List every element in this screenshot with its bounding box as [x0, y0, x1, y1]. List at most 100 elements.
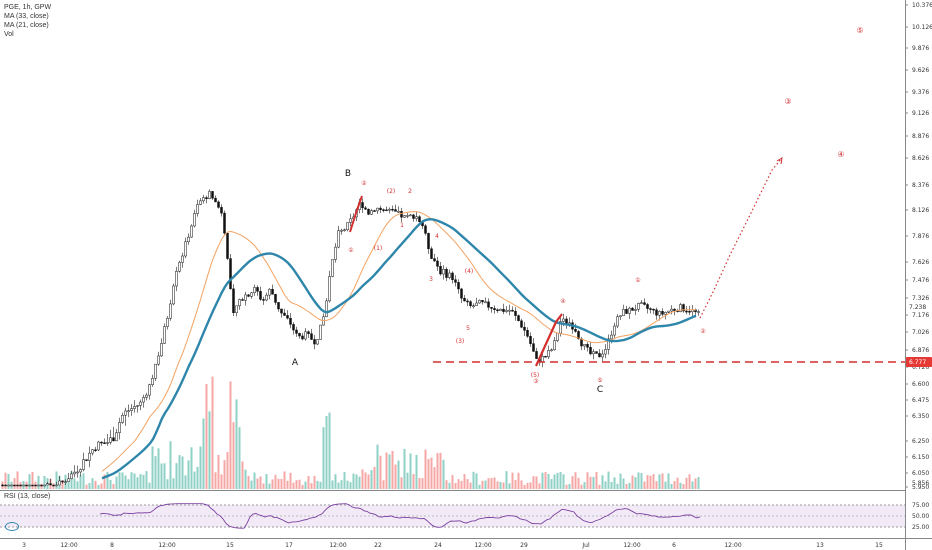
projection-path [699, 157, 783, 319]
projection-target: ⑤ [856, 26, 863, 35]
volume-bar [430, 457, 433, 489]
volume-bar [487, 478, 490, 489]
candle-body [46, 483, 49, 486]
volume-bar [694, 478, 697, 489]
candle-body [148, 384, 151, 396]
volume-bar [682, 484, 685, 489]
price-axis[interactable]: 10.376 10.126 9.876 9.626 9.376 9.126 8.876 8.6… [905, 2, 932, 531]
candle-body [58, 480, 61, 486]
volume-bar [205, 383, 208, 489]
candle-body [505, 309, 508, 312]
candle-body [10, 484, 13, 487]
volume-bar [433, 467, 436, 489]
x-tick-label: 12:00 [724, 542, 741, 549]
volume-bar [640, 473, 643, 489]
y-tick-label: 7.326 [912, 295, 929, 302]
volume-bar [397, 460, 400, 489]
candle-body [460, 288, 463, 299]
volume-bar [514, 480, 517, 489]
current-price-badge [906, 301, 932, 311]
volume-bar [553, 474, 556, 489]
volume-bar [562, 474, 565, 489]
candle-body [430, 248, 433, 259]
volume-bar [265, 474, 268, 489]
wave-label-abc: C [597, 385, 603, 395]
candle-body [94, 449, 97, 451]
volume-bar [154, 456, 157, 489]
volume-bar [478, 484, 481, 489]
x-tick-label: 12:00 [474, 542, 491, 549]
y-tick-label: 8.126 [912, 207, 929, 214]
rsi-eye-icon[interactable] [5, 522, 19, 531]
y-tick-label: 9.126 [912, 110, 929, 117]
candle-body [97, 441, 100, 451]
volume-bar [382, 480, 385, 489]
candle-body [139, 401, 142, 406]
y-tick-label: 6.600 [912, 381, 929, 388]
volume-bar [169, 441, 172, 489]
volume-bar [274, 474, 277, 489]
candle-body [409, 214, 412, 217]
volume-bar [622, 478, 625, 489]
candle-body [403, 215, 406, 218]
x-tick-label: 6 [672, 542, 676, 549]
volume-bar [364, 472, 367, 489]
candle-body [556, 332, 559, 341]
volume-bar [415, 454, 418, 489]
candle-body [235, 305, 238, 313]
volume-bar [586, 472, 589, 489]
candle-body [52, 484, 55, 487]
volume-bar [346, 480, 349, 489]
candle-body [379, 207, 382, 210]
volume-bar [496, 481, 499, 489]
volume-bar [409, 453, 412, 489]
candle-body [316, 339, 319, 345]
candle-body [553, 340, 556, 351]
candle-body [310, 333, 313, 340]
candle-body [124, 410, 127, 416]
candle-body [667, 310, 670, 313]
time-axis[interactable]: 3 12:00 8 12:00 15 17 12:00 22 24 12:00 29 Jul 12:00… [22, 542, 883, 549]
volume-bar [91, 478, 94, 489]
candle-body [178, 262, 181, 272]
candle-body [526, 330, 529, 337]
main-pane[interactable] [0, 0, 905, 490]
volume-bar [673, 481, 676, 489]
candle-body [481, 300, 484, 303]
volume-bar [163, 463, 166, 489]
wave-label: (1) [374, 245, 383, 252]
volume-bar [535, 476, 538, 489]
candle-body [40, 484, 43, 487]
volume-bar [334, 474, 337, 489]
support-price-label: 6.777 [909, 359, 926, 366]
candle-body [400, 211, 403, 218]
candle-body [544, 356, 547, 358]
volume-bar [289, 472, 292, 489]
y-tick-label: 10.376 [912, 2, 932, 9]
y-tick-label: 6.350 [912, 413, 929, 420]
volume-bar [262, 483, 265, 489]
volume-bar [127, 479, 130, 489]
wave-label: 2 [408, 188, 412, 195]
volume-bar [370, 470, 373, 489]
candle-body [163, 326, 166, 344]
candle-body [190, 225, 193, 238]
candle-body [157, 355, 160, 365]
volume-bar [502, 482, 505, 489]
candle-body [73, 471, 76, 475]
candle-body [601, 353, 604, 358]
candle-body [349, 218, 352, 223]
candle-body [397, 211, 400, 213]
candle-body [160, 343, 163, 357]
y-tick-label: 7.876 [912, 233, 929, 240]
volume-bar [178, 455, 181, 489]
volume-bar [445, 480, 448, 489]
y-tick-label: 6.876 [912, 347, 929, 354]
candle-body [469, 301, 472, 307]
candle-body [655, 309, 658, 316]
volume-bar [100, 483, 103, 489]
candle-body [388, 208, 391, 211]
volume-bar [643, 481, 646, 489]
volume-bar [232, 422, 235, 489]
